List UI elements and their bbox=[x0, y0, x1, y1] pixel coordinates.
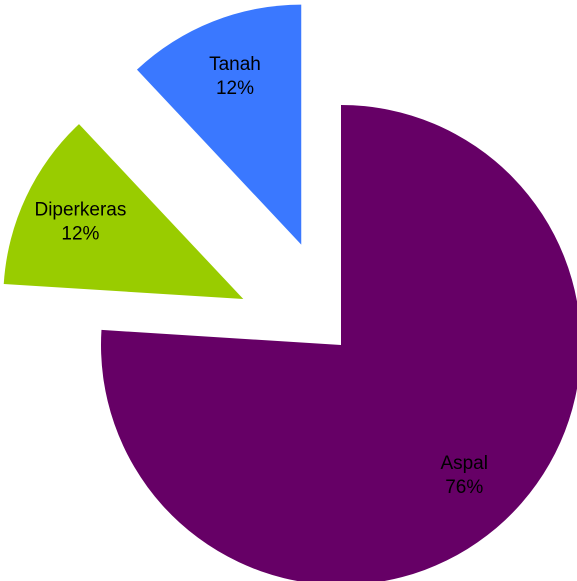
slice-value-label: 12% bbox=[61, 223, 99, 244]
pie-slice bbox=[3, 124, 244, 300]
slice-label: Diperkeras bbox=[34, 199, 126, 220]
pie-slice bbox=[136, 4, 302, 245]
pie-slice bbox=[101, 105, 577, 581]
slice-label: Aspal bbox=[440, 453, 488, 474]
slice-label: Tanah bbox=[209, 54, 261, 75]
slice-value-label: 76% bbox=[445, 477, 483, 498]
slice-value-label: 12% bbox=[216, 78, 254, 99]
